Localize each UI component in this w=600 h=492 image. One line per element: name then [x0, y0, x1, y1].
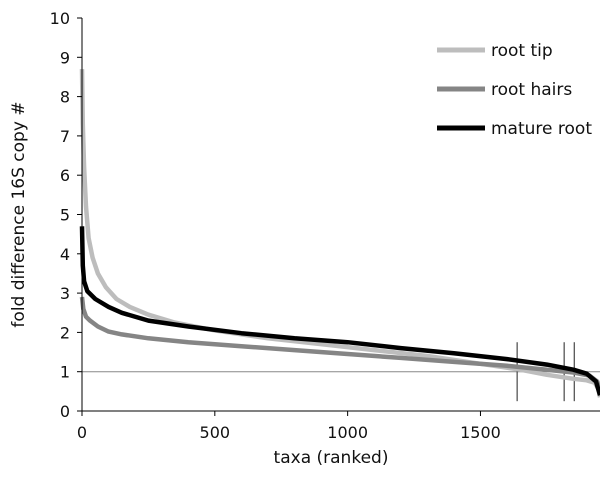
- legend-label-root-tip: root tip: [491, 41, 553, 61]
- legend-item-mature-root: mature root: [437, 119, 592, 139]
- series-lines: [79, 69, 600, 398]
- legend-item-root-tip: root tip: [437, 41, 553, 61]
- legend-label-root-hairs: root hairs: [491, 80, 572, 100]
- y-tick-label: 0: [60, 402, 70, 421]
- y-tick-label: 3: [60, 284, 70, 303]
- y-tick-label: 10: [50, 9, 70, 28]
- x-tick-label: 1000: [327, 423, 368, 442]
- y-tick-label: 4: [60, 245, 70, 264]
- y-tick-label: 5: [60, 206, 70, 225]
- y-axis-ticks: 0 1 2 3 4 5 6 7 8 9 10: [50, 9, 82, 421]
- series-line-mature-root: [79, 226, 600, 396]
- x-tick-label: 0: [77, 423, 87, 442]
- x-tick-label: 500: [200, 423, 231, 442]
- y-axis-title: fold difference 16S copy #: [9, 101, 29, 327]
- y-tick-label: 7: [60, 127, 70, 146]
- y-tick-label: 9: [60, 48, 70, 67]
- legend: root tip root hairs mature root: [437, 41, 592, 139]
- y-tick-label: 1: [60, 363, 70, 382]
- legend-item-root-hairs: root hairs: [437, 80, 572, 100]
- x-axis-title: taxa (ranked): [274, 448, 389, 468]
- x-tick-label: 1500: [460, 423, 501, 442]
- y-tick-label: 8: [60, 88, 70, 107]
- x-axis-ticks: 0 500 1000 1500: [77, 411, 501, 442]
- y-tick-label: 2: [60, 323, 70, 342]
- y-tick-label: 6: [60, 166, 70, 185]
- legend-label-mature-root: mature root: [491, 119, 592, 139]
- series-line-root-hairs: [79, 296, 600, 394]
